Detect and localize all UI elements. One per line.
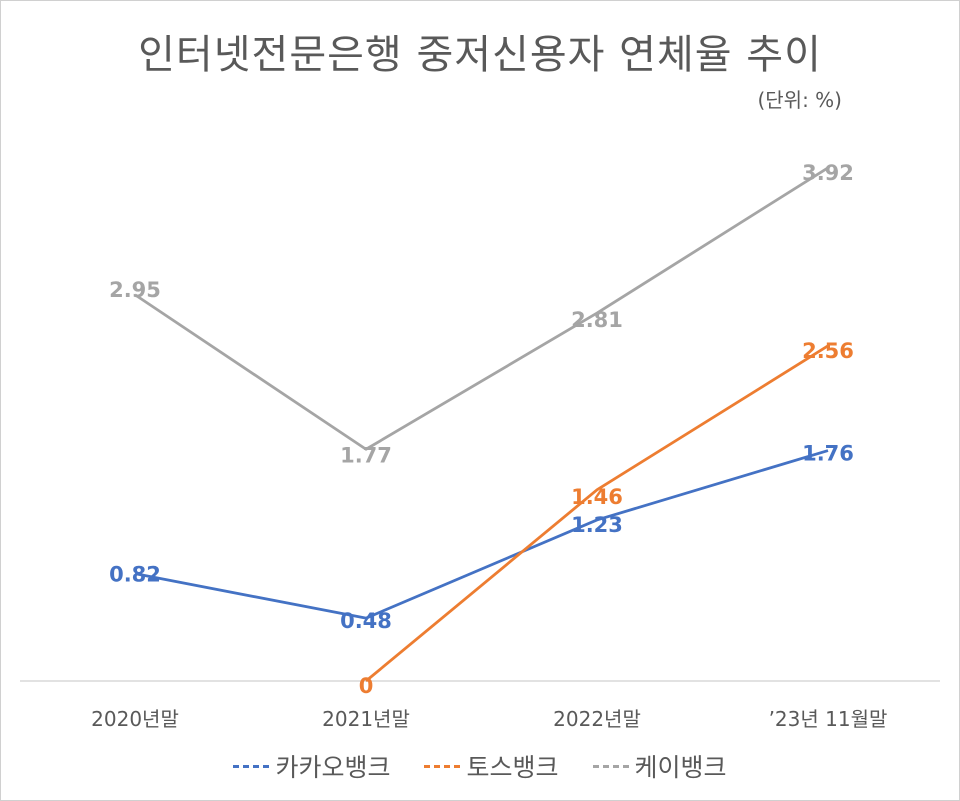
unit-note: (단위: %) [757, 88, 842, 112]
legend-item-kakaobank: 카카오뱅크 [233, 748, 390, 784]
legend-swatch-tossbank [424, 764, 461, 768]
data-label: 2.81 [571, 308, 623, 332]
data-label: 2.56 [802, 339, 854, 363]
legend-item-kbank: 케이뱅크 [592, 748, 727, 784]
series-line-1 [365, 344, 829, 683]
legend-swatch-kakaobank [233, 764, 270, 768]
legend-item-tossbank: 토스뱅크 [424, 748, 559, 784]
legend-label-kbank: 케이뱅크 [634, 753, 727, 782]
chart-title: 인터넷전문은행 중저신용자 연체율 추이 [138, 32, 822, 78]
data-label: 3.92 [802, 161, 854, 185]
data-label: 0 [359, 674, 374, 698]
legend-label-kakaobank: 카카오뱅크 [275, 753, 391, 782]
legend-swatch-kbank [592, 764, 629, 768]
data-label: 1.76 [802, 442, 854, 466]
data-label: 0.48 [340, 609, 392, 633]
legend: 카카오뱅크 토스뱅크 케이뱅크 [0, 748, 960, 784]
data-label: 1.46 [571, 485, 623, 509]
series-line-0 [134, 449, 829, 620]
legend-label-tossbank: 토스뱅크 [466, 753, 559, 782]
series-line-2 [134, 166, 829, 451]
data-label: 1.23 [571, 513, 623, 537]
x-tick-label: 2020년말 [91, 707, 179, 731]
x-tick-label: 2021년말 [322, 707, 410, 731]
x-tick-label: ’23년 11월말 [769, 707, 888, 731]
x-tick-label: 2022년말 [553, 707, 641, 731]
data-label: 2.95 [109, 278, 161, 302]
data-label: 0.82 [109, 563, 161, 587]
data-label: 1.77 [340, 443, 392, 467]
